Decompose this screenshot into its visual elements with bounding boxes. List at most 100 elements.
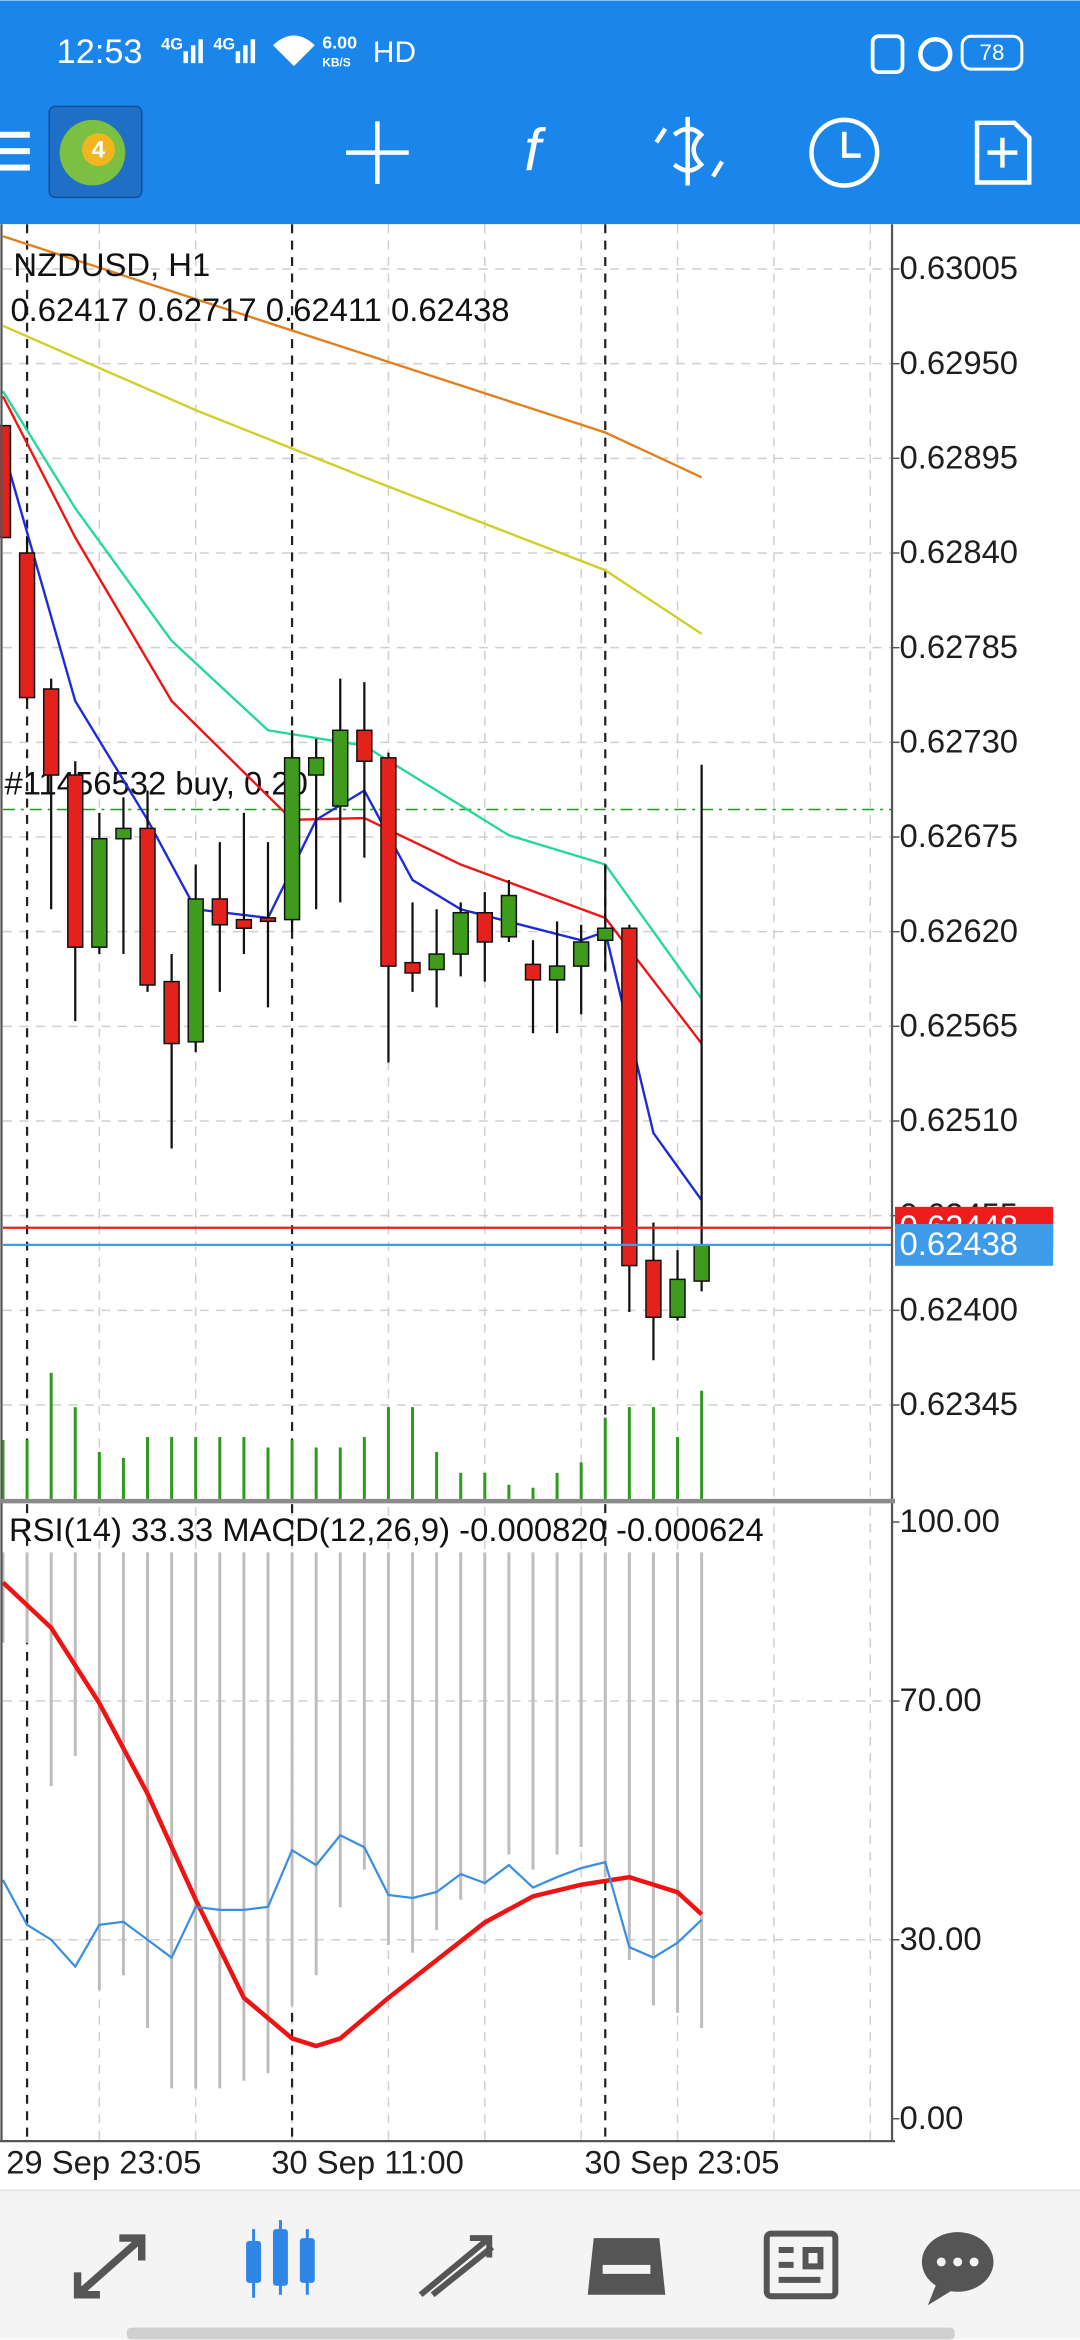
- moving-average: [1, 395, 703, 1045]
- y-tick-label: 0.62730: [900, 723, 1019, 760]
- logo-number: 4: [92, 136, 106, 163]
- app-logo[interactable]: 4: [48, 105, 143, 199]
- candle-body: [452, 911, 469, 955]
- y-tick-label: 0.62345: [900, 1385, 1019, 1422]
- candle-body: [428, 953, 445, 971]
- logo-badge: [82, 133, 115, 167]
- menu-bar: [0, 148, 30, 155]
- crosshair-button[interactable]: [346, 121, 409, 184]
- moving-average: [1, 390, 703, 1000]
- trade-button[interactable]: [654, 116, 724, 186]
- candle-body: [307, 757, 325, 776]
- symbol-title: NZDUSD, H1: [13, 246, 210, 283]
- chart-icon-wick: [305, 2229, 309, 2295]
- y-tick-label: 100.00: [900, 1502, 1000, 1539]
- history-slot: [602, 2264, 651, 2274]
- candle-body: [67, 774, 84, 948]
- news-tab[interactable]: [763, 2230, 839, 2300]
- speed-unit: KB/S: [322, 55, 351, 69]
- network-label: 4G: [213, 36, 235, 54]
- candle-body: [572, 941, 590, 967]
- chart-tab[interactable]: [246, 2220, 315, 2298]
- chart-icon-wick: [278, 2220, 282, 2295]
- candle-body: [645, 1259, 662, 1318]
- signal-bar: [243, 45, 248, 64]
- signal-bar: [250, 39, 256, 64]
- candle-body: [669, 1278, 686, 1318]
- news-icon: [763, 2230, 839, 2300]
- candle-body: [356, 729, 373, 763]
- moving-average: [2, 324, 703, 635]
- signal-icons: 4G 4G 6.00 KB/S HD: [161, 32, 416, 69]
- menu-bar: [0, 131, 30, 138]
- trade-tab[interactable]: [418, 2235, 495, 2298]
- chat-tab[interactable]: [921, 2232, 994, 2306]
- nfc-icon: [870, 34, 905, 74]
- y-tick-label: 0.62565: [900, 1007, 1019, 1044]
- indicator-title: RSI(14) 33.33 MACD(12,26,9) -0.000820 -0…: [9, 1511, 764, 1548]
- history-tab[interactable]: [587, 2238, 666, 2295]
- candle-body: [283, 757, 301, 921]
- y-tick-label: 0.63005: [900, 249, 1019, 286]
- clock-face: [809, 117, 880, 188]
- clock-hands: [842, 131, 861, 158]
- signal-bar: [235, 51, 241, 64]
- x-tick-label: 30 Sep 11:00: [271, 2144, 464, 2181]
- battery-level: 78: [980, 40, 1005, 65]
- doc-plus: [987, 137, 1018, 168]
- period-button[interactable]: [809, 117, 880, 188]
- price-tag: [895, 1224, 1054, 1266]
- y-tick-label: 0.62840: [900, 533, 1019, 570]
- chat-tail: [927, 2282, 955, 2306]
- status-time: 12:53: [57, 33, 143, 71]
- signal-bar: [190, 45, 196, 64]
- y-tick-label: 0.62785: [900, 628, 1019, 665]
- candle-body: [259, 917, 277, 923]
- chart-icon-wick: [252, 2229, 256, 2298]
- menu-bar: [0, 164, 30, 171]
- candle-body: [187, 898, 204, 1043]
- trade-icon: [418, 2235, 495, 2298]
- chat-dot: [953, 2257, 963, 2267]
- y-tick-label: 30.00: [900, 1920, 982, 1957]
- menu-button[interactable]: [0, 131, 30, 171]
- moving-average: [2, 235, 703, 479]
- candle-body: [211, 898, 229, 926]
- y-tick-label: 0.62675: [900, 817, 1019, 854]
- candle-body: [42, 688, 60, 776]
- status-right: 78: [870, 34, 1024, 74]
- new-order-button[interactable]: [974, 120, 1032, 185]
- quotes-tab[interactable]: [73, 2234, 146, 2299]
- chat-dot: [936, 2257, 946, 2267]
- candle-body: [597, 927, 614, 942]
- candle-body: [548, 965, 566, 981]
- candle-body: [524, 963, 542, 981]
- gesture-bar: [126, 2327, 955, 2340]
- y-tick-label: 0.62620: [900, 912, 1019, 949]
- indicators-button[interactable]: f: [524, 116, 546, 183]
- signal-bar: [198, 39, 203, 64]
- quotes-icon: [73, 2234, 146, 2299]
- candle-body: [139, 827, 156, 986]
- wifi-icon: [272, 35, 315, 67]
- doc-icon: [974, 120, 1032, 185]
- bottom-nav: [0, 2190, 1080, 2340]
- price-tag-label: 0.62438: [900, 1225, 1019, 1262]
- y-tick-label: 70.00: [900, 1681, 982, 1718]
- plot: 0.63005 0.62950 0.62895 0.62840 0.62785 0.627…: [0, 224, 1054, 2181]
- signal-bar: [183, 51, 188, 64]
- candle-body: [500, 894, 518, 938]
- news-lines: [778, 2247, 824, 2283]
- candle-body: [0, 424, 12, 539]
- candle-body: [332, 729, 349, 807]
- rsi-line: [1, 1833, 703, 1969]
- hd-label: HD: [373, 36, 416, 69]
- x-tick-label: 30 Sep 23:05: [584, 2144, 779, 2181]
- macd-signal: [1, 1580, 704, 2049]
- candle-body: [693, 1244, 710, 1282]
- ohlc-info: 0.62417 0.62717 0.62411 0.62438: [10, 291, 509, 328]
- y-tick-label: 0.62950: [900, 344, 1019, 381]
- y-tick-label: 0.62895: [900, 439, 1019, 476]
